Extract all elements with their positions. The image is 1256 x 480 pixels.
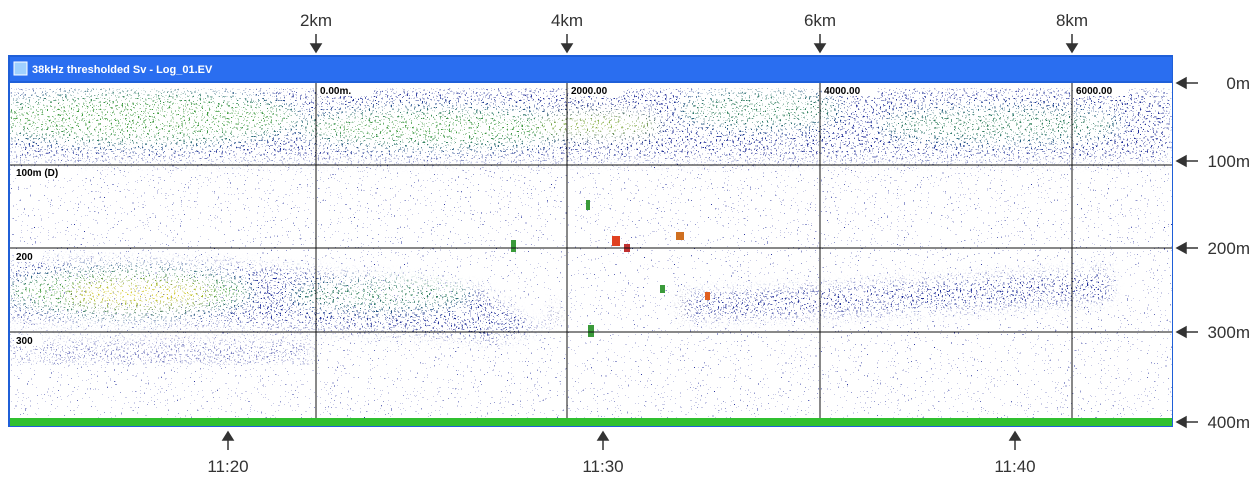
grid-label: 2000.00 [571, 86, 608, 97]
grid-label: 300 [16, 336, 33, 347]
grid-label: 100m (D) [16, 168, 58, 179]
time-label: 11:40 [994, 457, 1035, 476]
depth-label: 400m [1207, 413, 1250, 432]
distance-label: 6km [804, 11, 836, 30]
distance-label: 4km [551, 11, 583, 30]
grid-label: 0.00m. [320, 86, 351, 97]
arrows [221, 34, 1198, 450]
window-title: 38kHz thresholded Sv - Log_01.EV [32, 64, 213, 76]
distance-label: 2km [300, 11, 332, 30]
window-icon [13, 61, 28, 76]
echogram-data [10, 88, 1172, 418]
grid-label: 4000.00 [824, 86, 861, 97]
grid-label: 200 [16, 252, 33, 263]
depth-label: 200m [1207, 239, 1250, 258]
grid-labels: 0.00m. 2000.00 4000.00 6000.00 100m (D) … [14, 85, 1128, 347]
time-label: 11:20 [207, 457, 248, 476]
grid [10, 83, 1172, 418]
depth-label: 300m [1207, 323, 1250, 342]
time-label: 11:30 [582, 457, 623, 476]
title-bar [10, 57, 1172, 81]
depth-label: 100m [1207, 152, 1250, 171]
distance-label: 8km [1056, 11, 1088, 30]
depth-label: 0m [1226, 74, 1250, 93]
bottom-scale [10, 418, 1172, 426]
grid-label: 6000.00 [1076, 86, 1113, 97]
